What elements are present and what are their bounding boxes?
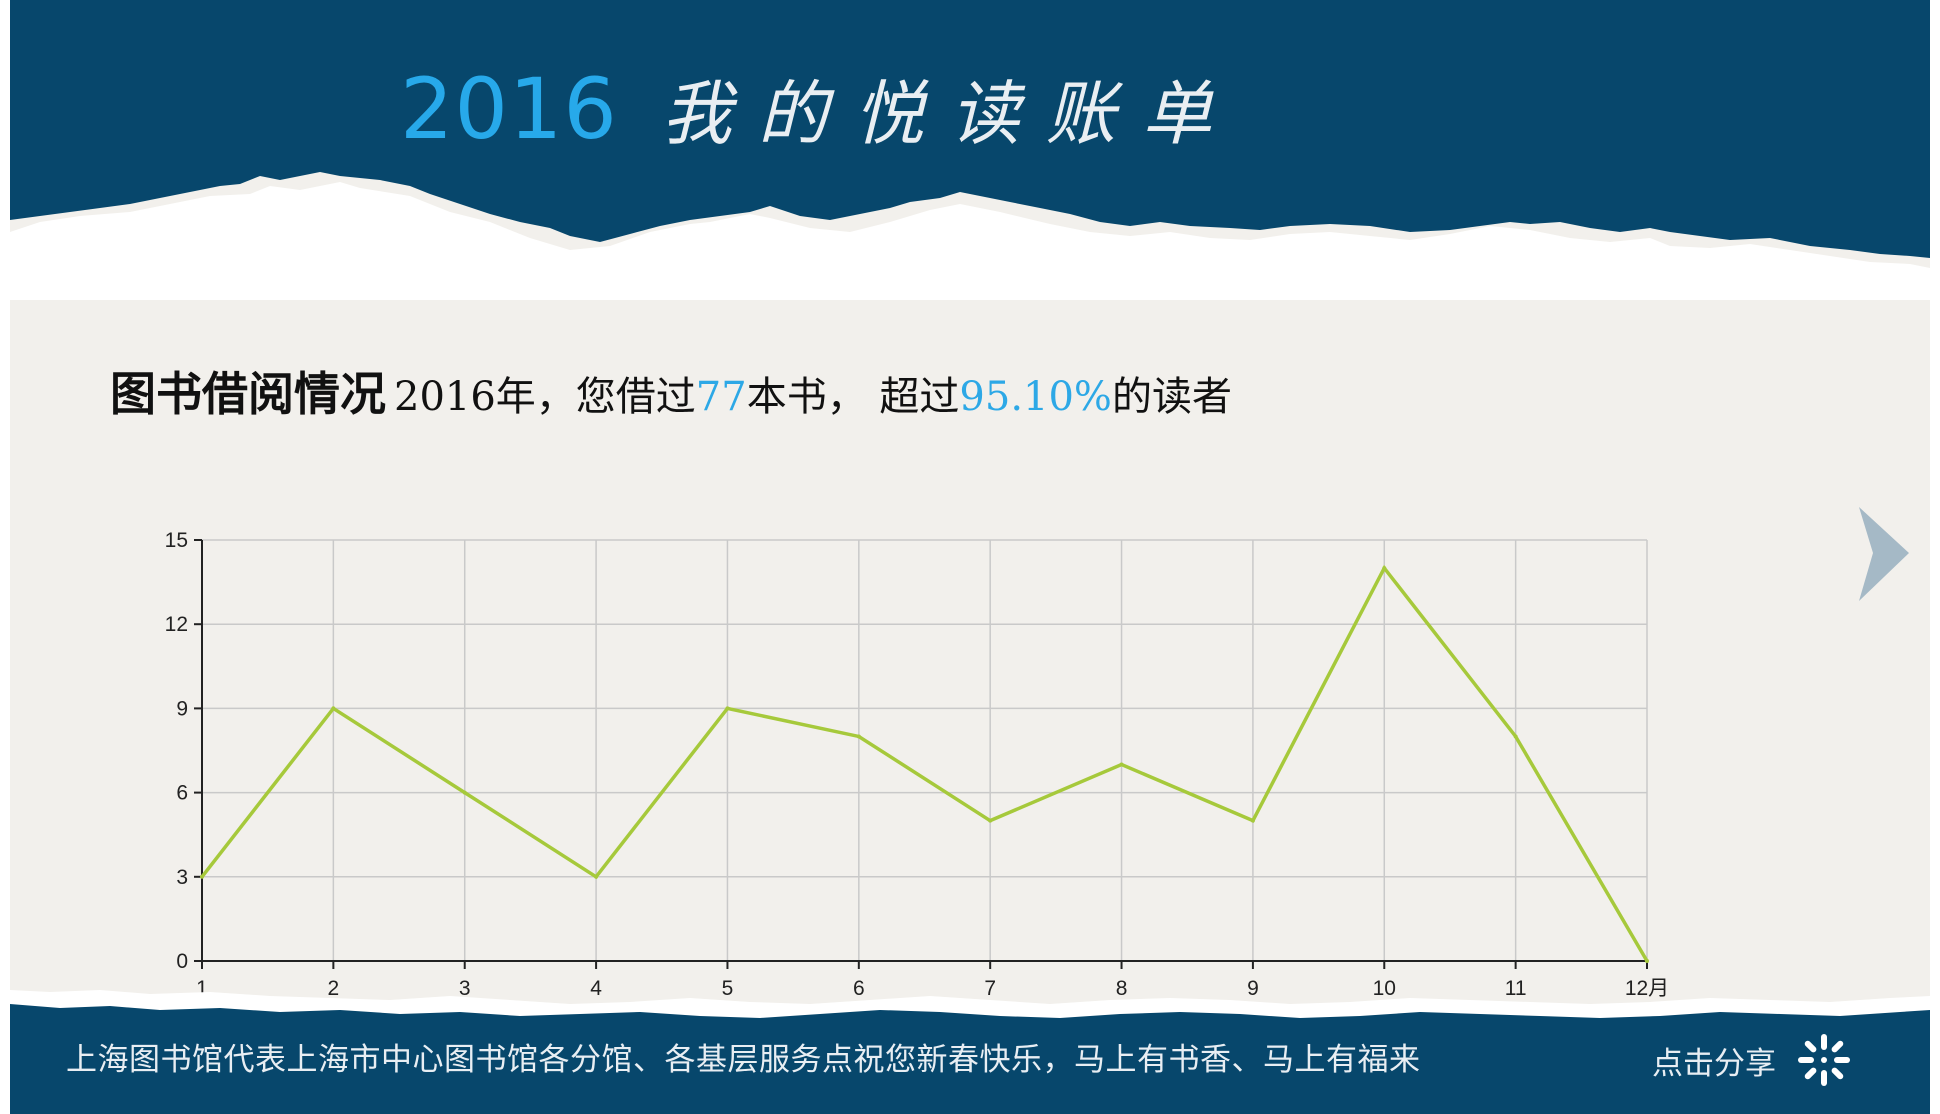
- data-point: [1250, 818, 1255, 823]
- x-tick-label: 12月: [1625, 977, 1669, 1000]
- summary-prefix: 2016年，您借过: [394, 374, 696, 420]
- header-tear-white: [10, 182, 1930, 300]
- books-count: 77: [695, 374, 747, 420]
- share-burst-icon: [1798, 1034, 1850, 1086]
- footer-tear-white: [10, 990, 1930, 1020]
- y-tick-label: 3: [176, 866, 188, 889]
- chart-grid: [202, 539, 1648, 961]
- data-point: [200, 874, 204, 879]
- data-point: [1119, 762, 1124, 767]
- percent-value: 95.10%: [959, 374, 1112, 420]
- summary-suffix: 的读者: [1111, 374, 1232, 420]
- footer-band: [10, 990, 1930, 1114]
- x-tick-label: 4: [590, 977, 602, 1000]
- y-tick-label: 6: [176, 782, 188, 805]
- y-tick-label: 12: [165, 613, 188, 636]
- header-year: 2016: [400, 60, 618, 158]
- y-tick-label: 9: [176, 697, 188, 720]
- data-point: [331, 706, 336, 711]
- x-tick-label: 8: [1116, 977, 1128, 1000]
- header-title-text: 我的悦读账单: [661, 73, 1238, 155]
- share-button[interactable]: 点击分享: [1652, 1030, 1854, 1090]
- x-tick-label: 7: [984, 977, 996, 1000]
- chart-series: [200, 564, 1649, 963]
- x-tick-label: 1: [196, 977, 208, 1000]
- data-point: [1382, 566, 1387, 571]
- footer-message: 上海图书馆代表上海市中心图书馆各分馆、各基层服务点祝您新春快乐，马上有书香、马上…: [66, 1042, 1421, 1078]
- series-line: [200, 564, 1649, 962]
- x-tick-label: 10: [1373, 977, 1396, 1000]
- chevron-right-icon[interactable]: [1855, 505, 1915, 605]
- data-point: [856, 734, 861, 739]
- footer-blue-fill: [10, 1004, 1930, 1114]
- y-tick-label: 0: [176, 950, 188, 973]
- borrow-heading: 图书借阅情况: [110, 367, 386, 421]
- borrow-summary: 图书借阅情况 2016年，您借过77本书， 超过95.10%的读者: [110, 358, 1232, 424]
- data-point: [1513, 734, 1518, 739]
- header-blue-fill: [10, 0, 1930, 258]
- x-tick-label: 3: [459, 977, 471, 1000]
- x-tick-label: 6: [853, 977, 865, 1000]
- chart-axes: [194, 539, 1648, 969]
- y-tick-label: 15: [165, 529, 188, 552]
- x-tick-label: 5: [722, 977, 734, 1000]
- x-tick-label: 11: [1505, 977, 1527, 1000]
- header-title: 2016 我的悦读账单: [400, 58, 1238, 168]
- data-point: [1645, 959, 1649, 963]
- share-label: 点击分享: [1652, 1045, 1776, 1082]
- x-tick-label: 9: [1247, 977, 1259, 1000]
- data-point: [725, 706, 730, 711]
- summary-mid: 本书， 超过: [746, 374, 960, 420]
- data-point: [594, 874, 599, 879]
- data-point: [988, 818, 993, 823]
- data-point: [462, 790, 467, 795]
- header-band: [10, 0, 1930, 300]
- x-tick-label: 2: [328, 977, 340, 1000]
